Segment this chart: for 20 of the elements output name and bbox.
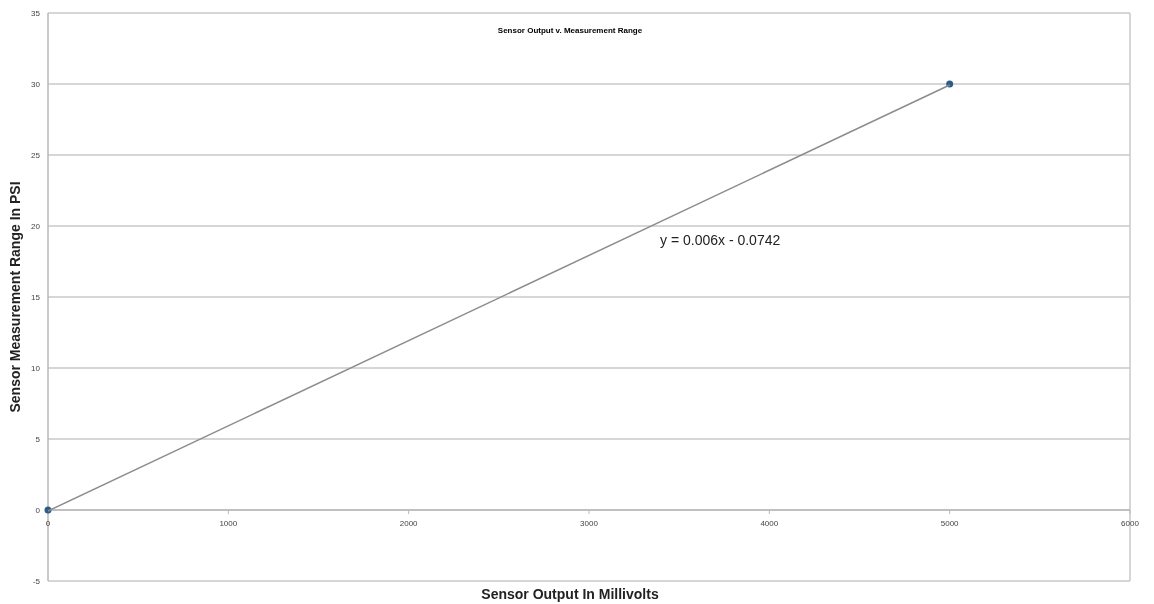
text: Sensor Output v. Measurement Range	[497, 26, 643, 35]
y-tick-label: 15	[31, 293, 41, 302]
y-axis-title: Sensor Measurement Range In PSI	[7, 181, 23, 413]
x-tick-label: 6000	[1121, 519, 1140, 528]
x-axis-title: Sensor Output In Millivolts	[481, 586, 659, 602]
x-tick-label: 4000	[760, 519, 779, 528]
x-tick-label: 3000	[580, 519, 599, 528]
y-tick-label: 35	[31, 9, 41, 18]
y-tick-label: 25	[31, 151, 41, 160]
x-tick-label: 5000	[940, 519, 960, 528]
x-tick-label: 2000	[399, 519, 419, 528]
y-tick-label: -5	[32, 577, 41, 586]
y-tick-label: 0	[35, 506, 41, 515]
y-tick-label: 10	[31, 364, 41, 373]
y-tick-label: 5	[35, 435, 41, 444]
y-tick-label: 20	[31, 222, 41, 231]
annotation: y = 0.006x - 0.0742	[660, 232, 781, 248]
x-tick-label: 1000	[219, 519, 238, 528]
y-tick-label: 30	[31, 80, 41, 89]
x-tick-label: 0	[45, 519, 51, 528]
